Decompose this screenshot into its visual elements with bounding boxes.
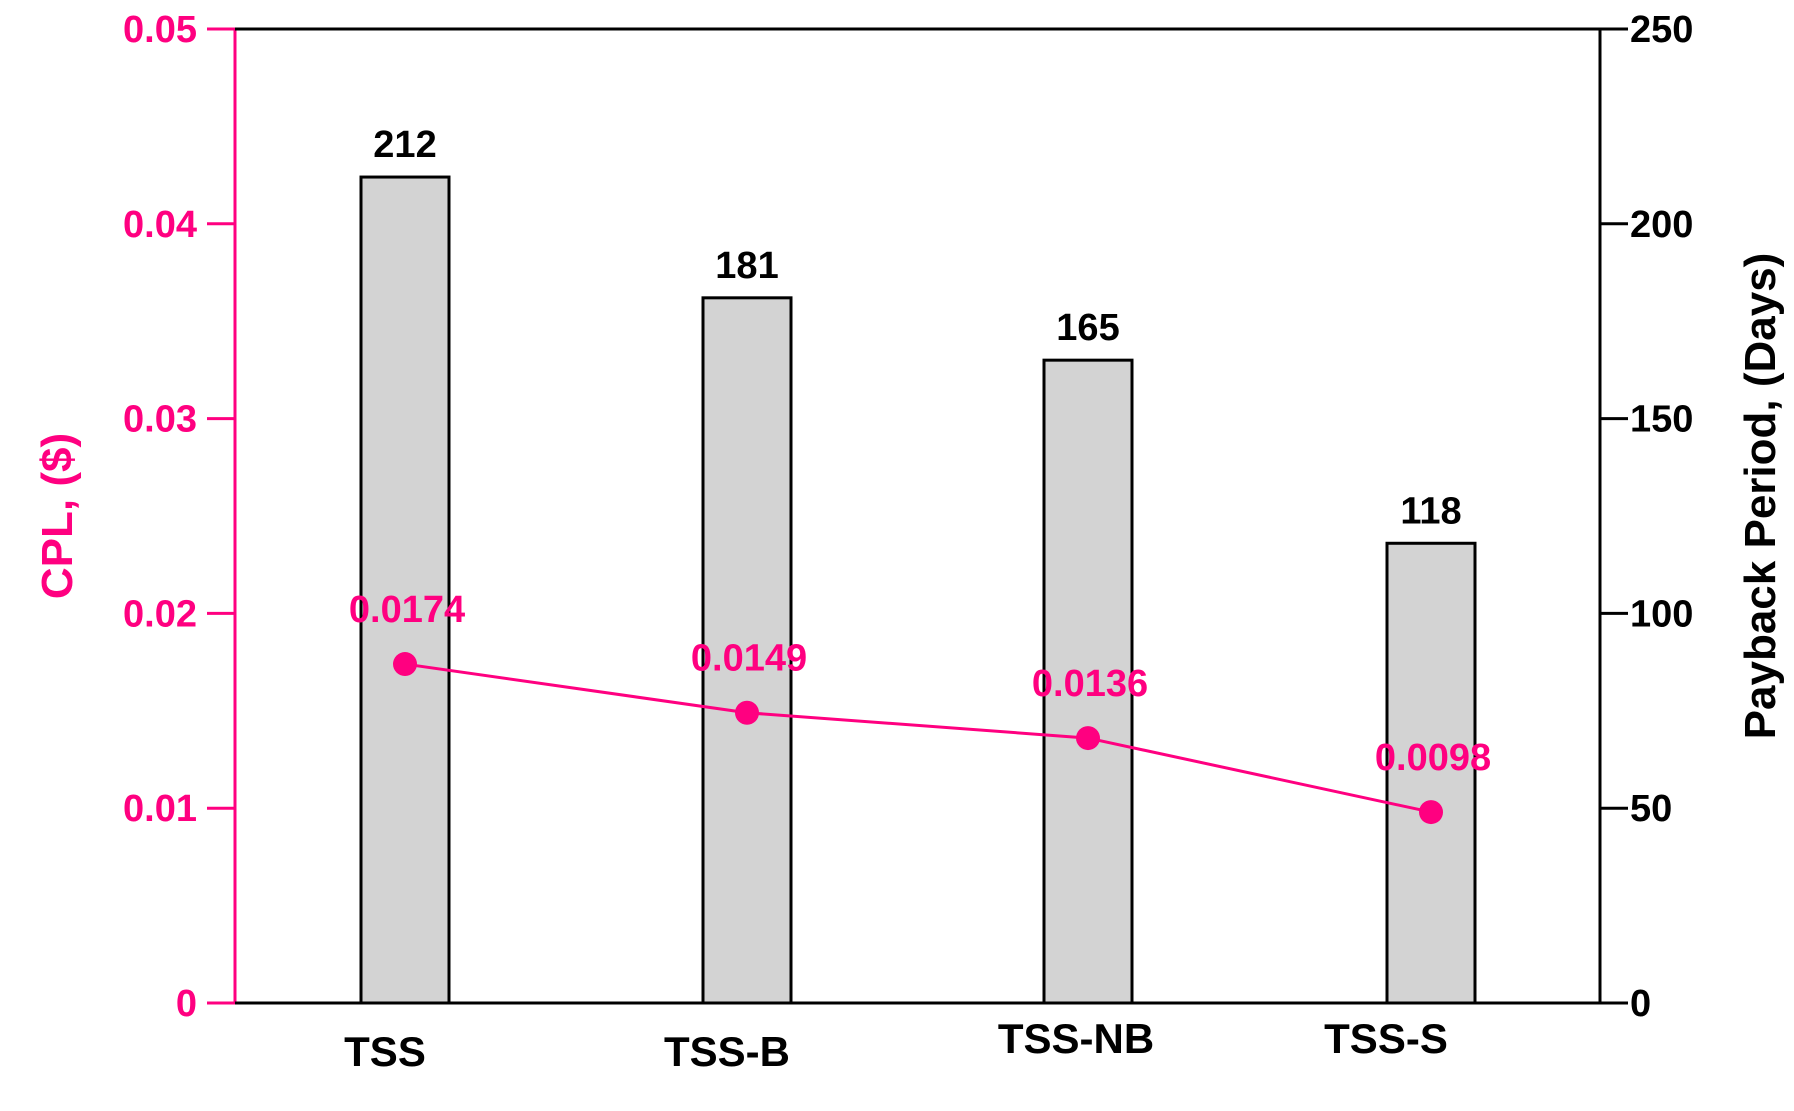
cpl-point <box>393 652 417 677</box>
left-tick-label: 0.04 <box>123 204 197 246</box>
bar-tss-b <box>701 296 793 1005</box>
cpl-point <box>1076 726 1100 751</box>
bar-value-label: 212 <box>373 124 436 166</box>
cpl-value-label: 0.0174 <box>349 589 465 631</box>
right-tick-label: 200 <box>1630 204 1693 246</box>
right-tick-label: 50 <box>1630 788 1672 830</box>
left-tick-label: 0 <box>176 983 197 1025</box>
category-label: TSS <box>344 1028 426 1075</box>
bar-value-label: 181 <box>715 245 778 287</box>
left-tick-label: 0.02 <box>123 593 197 635</box>
right-axis-title: Payback Period, (Days) <box>1736 253 1785 740</box>
category-label: TSS-NB <box>998 1015 1154 1062</box>
bar-tss <box>359 175 451 1005</box>
labels-layer: 212 181 165 118 0.0174 0.0149 0.0136 0.0098 <box>349 124 1491 779</box>
axes-layer: 0 0.01 0.02 0.03 0.04 0.05 0 50 100 150 200 250 TSS T… <box>123 9 1693 1075</box>
left-tick-label: 0.01 <box>123 788 197 830</box>
cpl-line <box>404 662 1432 814</box>
left-tick-label: 0.03 <box>123 399 197 441</box>
right-tick-label: 150 <box>1630 399 1693 441</box>
cpl-value-label: 0.0098 <box>1375 737 1491 779</box>
category-label: TSS-B <box>664 1028 790 1075</box>
line-layer <box>393 652 1443 825</box>
cpl-value-label: 0.0149 <box>691 638 807 680</box>
right-tick-label: 250 <box>1630 9 1693 51</box>
bars-layer <box>359 175 1477 1005</box>
cpl-point <box>735 700 759 725</box>
cpl-value-label: 0.0136 <box>1032 663 1148 705</box>
bar-value-label: 165 <box>1056 307 1119 349</box>
bar-value-label: 118 <box>1400 490 1461 532</box>
right-tick-label: 100 <box>1630 593 1693 635</box>
bar-tss-nb <box>1042 358 1134 1005</box>
cpl-point <box>1419 800 1443 825</box>
category-label: TSS-S <box>1324 1015 1448 1062</box>
bar-tss-s <box>1385 541 1477 1005</box>
left-tick-label: 0.05 <box>123 9 197 51</box>
right-tick-label: 0 <box>1630 983 1651 1025</box>
left-axis-title: CPL, ($) <box>33 433 82 599</box>
